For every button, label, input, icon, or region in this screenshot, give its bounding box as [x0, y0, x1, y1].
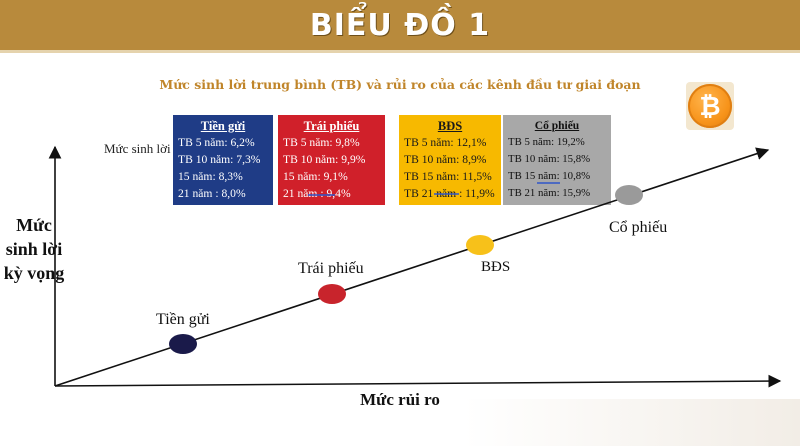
- box-line: TB 10 năm: 7,3%: [178, 153, 261, 166]
- box-line: TB 10 năm: 8,9%: [404, 153, 487, 166]
- title-banner: BIỂU ĐỒ 1: [0, 0, 800, 50]
- bitcoin-icon: ₿: [686, 82, 734, 130]
- point-label-tiengui: Tiền gửi: [156, 311, 210, 328]
- box-line: TB 21 năm: 15,9%: [508, 187, 591, 199]
- box-title: Cổ phiếu: [534, 120, 580, 132]
- box-tiengui: Tiền gửi TB 5 năm: 6,2% TB 10 năm: 7,3% …: [173, 115, 273, 205]
- x-axis-title: Mức rủi ro: [360, 390, 440, 409]
- box-traiphieu: Trái phiếu TB 5 năm: 9,8% TB 10 năm: 9,9…: [278, 115, 385, 205]
- box-line: TB 5 năm: 12,1%: [404, 136, 487, 149]
- box-line: TB 5 năm: 6,2%: [178, 136, 255, 149]
- box-line: TB 10 năm: 15,8%: [508, 153, 591, 165]
- box-line: TB 5 năm: 19,2%: [508, 136, 585, 148]
- y-axis-title: Mức sinh lời kỳ vọng: [3, 215, 65, 283]
- point-label-traiphieu: Trái phiếu: [298, 260, 364, 277]
- bitcoin-disc: ₿: [688, 84, 732, 128]
- return-legend-label: Mức sinh lời: [104, 141, 171, 156]
- box-line: 15 năm: 8,3%: [178, 170, 243, 183]
- point-bds: [466, 235, 494, 255]
- point-label-cophieu: Cổ phiếu: [609, 219, 668, 236]
- banner-edge: [0, 50, 800, 53]
- box-bds: BĐS TB 5 năm: 12,1% TB 10 năm: 8,9% TB 1…: [399, 115, 501, 205]
- banner-title: BIỂU ĐỒ 1: [309, 7, 491, 43]
- point-tiengui: [169, 334, 197, 354]
- x-axis: [54, 374, 782, 388]
- box-line: 21 năm : 9,4%: [283, 187, 351, 200]
- box-title: BĐS: [437, 119, 463, 133]
- point-cophieu: [615, 185, 643, 205]
- box-line: 21 năm : 8,0%: [178, 187, 246, 200]
- box-cophieu: Cổ phiếu TB 5 năm: 19,2% TB 10 năm: 15,8…: [503, 115, 611, 205]
- box-title: Trái phiếu: [303, 119, 360, 133]
- box-line: 15 năm: 9,1%: [283, 170, 348, 183]
- box-line: TB 15 năm: 10,8%: [508, 170, 591, 182]
- box-line: TB 15 năm: 11,5%: [404, 170, 492, 183]
- box-line: TB 10 năm: 9,9%: [283, 153, 366, 166]
- box-title: Tiền gửi: [200, 119, 246, 133]
- diagram-subtitle: Mức sinh lời trung bình (TB) và rủi ro c…: [159, 77, 641, 92]
- trend-arrow: [54, 147, 770, 387]
- point-traiphieu: [318, 284, 346, 304]
- box-line: TB 5 năm: 9,8%: [283, 136, 360, 149]
- point-label-bds: BĐS: [481, 259, 511, 275]
